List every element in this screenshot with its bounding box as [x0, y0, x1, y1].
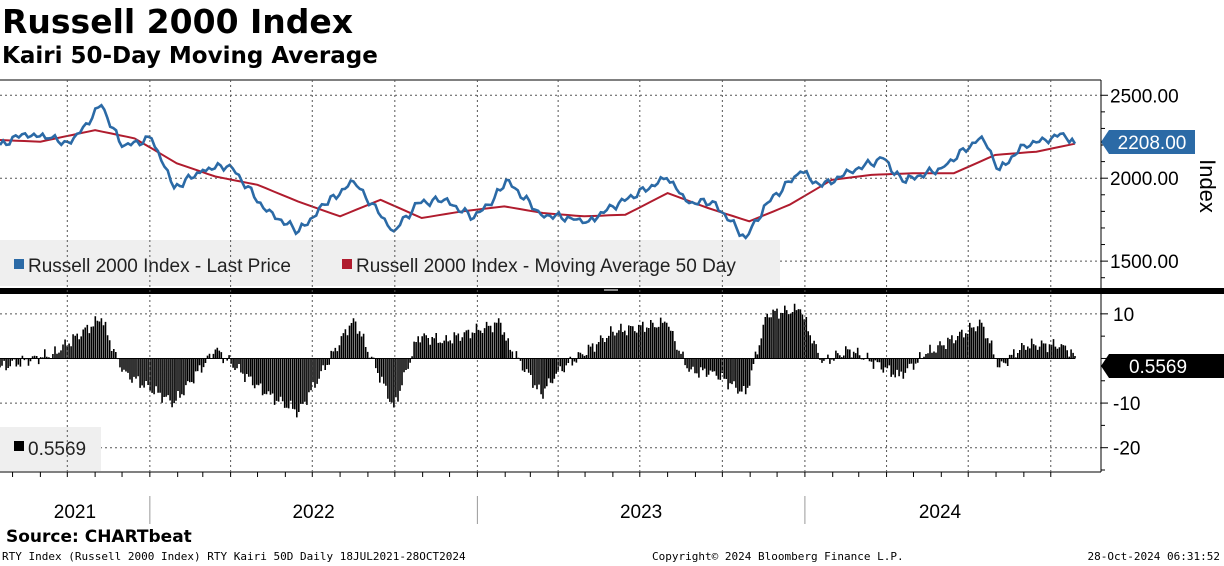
kairi-gridlines [0, 313, 1101, 449]
kairi-last-value-tag: 0.5569 [1101, 354, 1224, 378]
kairi-y-tick-label: -20 [1113, 439, 1140, 460]
legend-label-kairi: 0.5569 [28, 439, 86, 460]
time-axis: 2021 2022 2023 2024 [0, 80, 1102, 524]
panel-divider-grip[interactable] [604, 289, 618, 291]
year-label-2022: 2022 [292, 502, 334, 523]
series-moving-average-line [0, 129, 1076, 223]
price-y-tick-label: 2500.00 [1110, 86, 1179, 107]
price-legend-box [0, 240, 780, 286]
price-series-group [0, 103, 1077, 240]
legend-label-moving-average: Russell 2000 Index - Moving Average 50 D… [356, 256, 736, 277]
legend-swatch-last-price [14, 259, 24, 269]
chart-title: Russell 2000 Index [2, 2, 354, 41]
kairi-panel: 0.5569 -20 -10 10 0.5569 [0, 303, 1224, 471]
kairi-last-value-label: 0.5569 [1129, 357, 1187, 378]
kairi-y-tick-label: 10 [1113, 305, 1134, 326]
chart-source: Source: CHARTbeat [6, 527, 192, 547]
chart-subtitle: Kairi 50-Day Moving Average [2, 43, 378, 69]
legend-swatch-moving-average [342, 259, 352, 269]
price-last-value-label: 2208.00 [1118, 133, 1187, 154]
footer-copyright: Copyright© 2024 Bloomberg Finance L.P. [652, 550, 904, 563]
price-panel: Russell 2000 Index - Last Price Russell … [0, 79, 1220, 286]
price-y-axis: 1500.00 2000.00 2500.00 [1101, 86, 1179, 279]
month-ticks [12, 472, 1052, 477]
price-last-value-tag: 2208.00 [1101, 130, 1195, 154]
series-last-price-line [0, 103, 1077, 240]
kairi-series-group [0, 303, 1076, 418]
series-kairi-bars [0, 303, 1076, 418]
year-label-2021: 2021 [54, 502, 96, 523]
year-separators [66, 80, 1052, 524]
year-label-2024: 2024 [919, 502, 962, 523]
footer-timestamp: 28-Oct-2024 06:31:52 [1087, 550, 1220, 563]
year-label-2023: 2023 [620, 502, 662, 523]
footer-ticker-info: RTY Index (Russell 2000 Index) RTY Kairi… [2, 550, 466, 563]
legend-label-last-price: Russell 2000 Index - Last Price [28, 256, 291, 277]
kairi-y-tick-label: -10 [1113, 394, 1140, 415]
price-y-axis-title: Index [1195, 159, 1220, 213]
legend-swatch-kairi [14, 441, 24, 451]
price-y-tick-label: 2000.00 [1110, 169, 1179, 190]
price-gridlines [0, 94, 1101, 262]
price-y-tick-label: 1500.00 [1110, 252, 1179, 273]
kairi-y-axis: -20 -10 10 [1101, 305, 1140, 471]
